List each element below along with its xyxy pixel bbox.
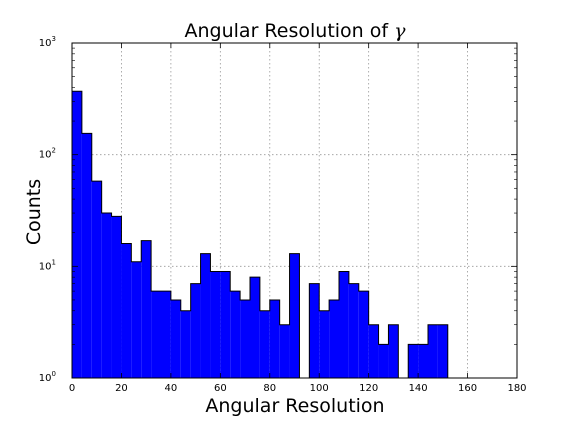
histogram-bar	[240, 299, 250, 378]
x-tick-label: 60	[214, 383, 227, 394]
histogram-bar	[408, 344, 419, 378]
histogram-bar	[81, 133, 92, 378]
x-tick-label: 180	[507, 383, 526, 394]
histogram-bar	[388, 324, 399, 378]
x-tick-label: 20	[115, 383, 128, 394]
histogram-bar	[348, 283, 359, 378]
histogram-bar	[210, 271, 221, 378]
histogram-bar	[91, 181, 102, 378]
x-tick-label: 0	[69, 383, 75, 394]
y-tick-label: 100	[39, 370, 56, 384]
histogram-bar	[200, 253, 211, 378]
histogram-bar	[230, 291, 241, 378]
histogram-bar	[190, 283, 201, 378]
histogram-bar	[141, 240, 152, 378]
histogram-bar	[368, 324, 379, 378]
x-tick-label: 100	[310, 383, 329, 394]
y-tick-label: 103	[39, 35, 56, 49]
histogram-bar	[378, 344, 389, 378]
x-axis-label: Angular Resolution	[205, 395, 384, 417]
x-tick-label: 140	[409, 383, 428, 394]
plot-border	[71, 42, 518, 379]
histogram-bar	[309, 283, 320, 378]
histogram-bar	[319, 310, 330, 378]
histogram-bar	[289, 253, 300, 378]
histogram-bar	[72, 91, 82, 379]
histogram-bar	[279, 324, 290, 378]
histogram-bar	[131, 261, 142, 378]
histogram-bar	[418, 344, 428, 378]
histogram-bar	[269, 299, 280, 378]
histogram-bar	[111, 216, 122, 378]
x-tick-label: 160	[458, 383, 477, 394]
x-axis-ticks: 0 20 40 60 80 100 120 140 160 180	[69, 43, 527, 394]
y-axis-label: Counts	[23, 179, 45, 245]
histogram-bar	[220, 271, 231, 378]
y-tick-label: 101	[39, 258, 56, 272]
histogram-bar	[170, 299, 181, 378]
histogram-bar	[259, 310, 270, 378]
y-tick-label: 102	[39, 147, 56, 161]
histogram-bar	[180, 310, 191, 378]
histogram-bar	[358, 291, 369, 378]
histogram-outline	[71, 90, 478, 379]
histogram-bar	[121, 243, 132, 378]
x-tick-label: 80	[263, 383, 276, 394]
chart-title: Angular Resolution of γ	[185, 20, 407, 42]
histogram-bar	[101, 213, 112, 378]
histogram-bar	[339, 271, 349, 378]
histogram-bar	[151, 291, 161, 378]
histogram-bar	[329, 299, 339, 378]
y-axis-ticks: 100 101 102 103	[39, 35, 517, 384]
plot-frame	[71, 42, 518, 379]
histogram-bar	[437, 324, 448, 378]
histogram-bars	[71, 90, 478, 379]
x-tick-label: 120	[359, 383, 378, 394]
x-tick-label: 40	[165, 383, 178, 394]
histogram-bar	[161, 291, 171, 378]
histogram-bar	[250, 277, 260, 378]
histogram-bar	[428, 324, 438, 378]
